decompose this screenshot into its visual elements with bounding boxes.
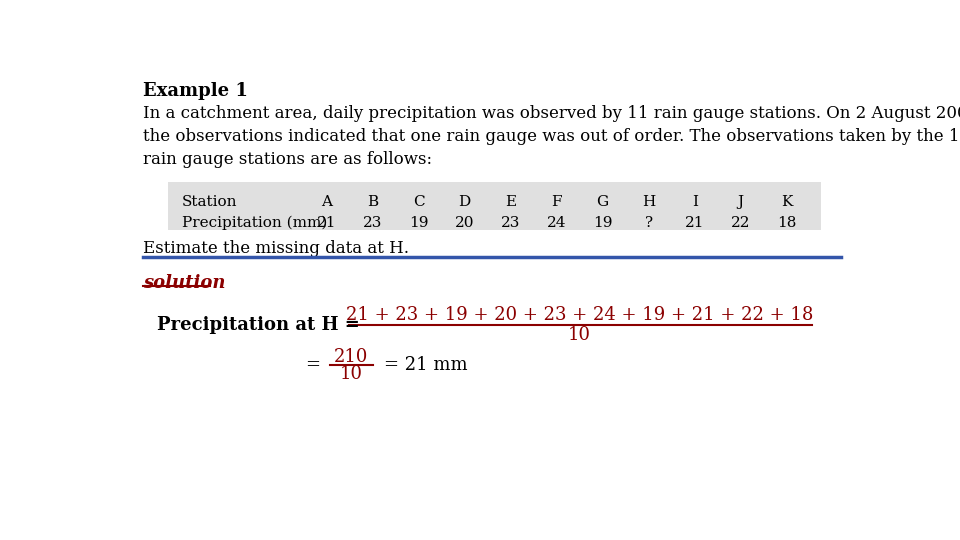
Text: rain gauge stations are as follows:: rain gauge stations are as follows: — [143, 151, 432, 168]
Text: I: I — [692, 195, 698, 209]
Text: G: G — [596, 195, 609, 209]
Bar — [168, 182, 822, 231]
Text: C: C — [413, 195, 424, 209]
Text: E: E — [505, 195, 516, 209]
Text: J: J — [737, 195, 744, 209]
Text: Estimate the missing data at H.: Estimate the missing data at H. — [143, 240, 409, 258]
Text: 10: 10 — [340, 366, 363, 383]
Text: 19: 19 — [409, 215, 428, 230]
Text: 24: 24 — [547, 215, 566, 230]
Text: 23: 23 — [501, 215, 520, 230]
Text: 20: 20 — [455, 215, 474, 230]
Text: 210: 210 — [334, 348, 368, 366]
Text: 19: 19 — [593, 215, 612, 230]
Text: In a catchment area, daily precipitation was observed by 11 rain gauge stations.: In a catchment area, daily precipitation… — [143, 105, 960, 122]
Text: 21 + 23 + 19 + 20 + 23 + 24 + 19 + 21 + 22 + 18: 21 + 23 + 19 + 20 + 23 + 24 + 19 + 21 + … — [346, 306, 813, 324]
Text: Precipitation (mm): Precipitation (mm) — [182, 215, 327, 230]
Text: A: A — [322, 195, 332, 209]
Text: B: B — [367, 195, 378, 209]
Text: F: F — [551, 195, 562, 209]
Text: 18: 18 — [777, 215, 797, 230]
Text: solution: solution — [143, 274, 226, 292]
Text: 10: 10 — [568, 326, 591, 344]
Text: 23: 23 — [363, 215, 382, 230]
Text: = 21 mm: = 21 mm — [383, 356, 468, 374]
Text: D: D — [459, 195, 470, 209]
Text: H: H — [642, 195, 656, 209]
Text: 22: 22 — [731, 215, 751, 230]
Text: 21: 21 — [317, 215, 336, 230]
Text: the observations indicated that one rain gauge was out of order. The observation: the observations indicated that one rain… — [143, 128, 960, 145]
Text: =: = — [304, 356, 320, 374]
Text: Example 1: Example 1 — [143, 82, 248, 100]
Text: Station: Station — [182, 195, 237, 209]
Text: ?: ? — [645, 215, 653, 230]
Text: K: K — [781, 195, 792, 209]
Text: Precipitation at H =: Precipitation at H = — [157, 316, 360, 334]
Text: 21: 21 — [685, 215, 705, 230]
